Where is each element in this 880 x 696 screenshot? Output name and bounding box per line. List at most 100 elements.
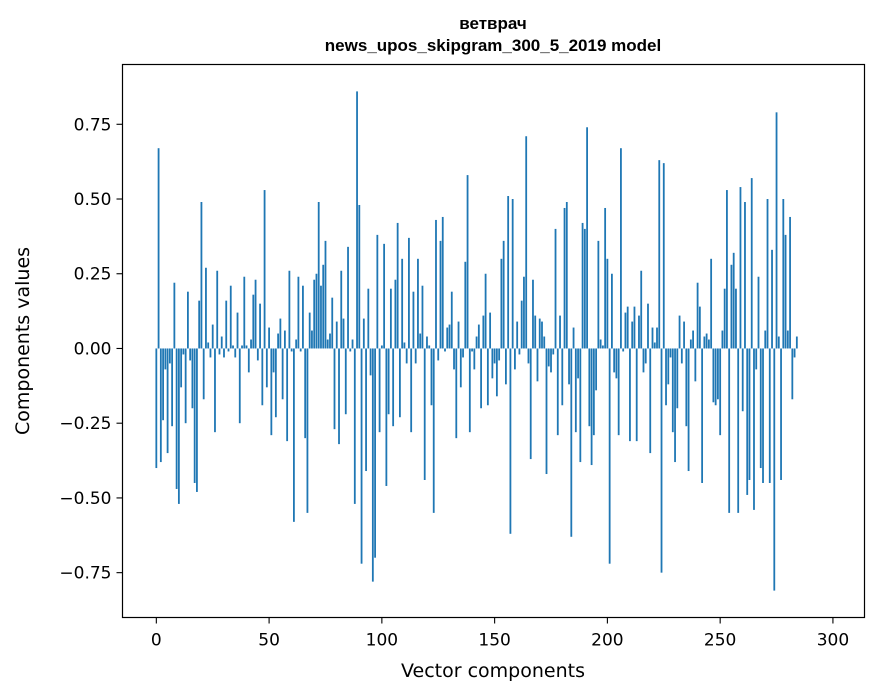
bar (220, 336, 223, 349)
bar (649, 348, 652, 454)
bar (209, 348, 212, 358)
bar (466, 175, 469, 349)
bar (268, 327, 270, 349)
bar (286, 348, 289, 442)
bar (795, 336, 798, 349)
bar (315, 273, 318, 349)
bar (766, 199, 769, 349)
bar (182, 348, 185, 355)
bar (696, 282, 699, 349)
bar (694, 348, 697, 382)
bar (730, 264, 733, 349)
bar (588, 348, 591, 427)
bar (705, 333, 708, 349)
bar (223, 348, 225, 358)
bar (324, 240, 327, 349)
x-axis-label: Vector components (401, 660, 585, 682)
bar (277, 333, 280, 349)
bar (726, 190, 728, 349)
bar (581, 222, 584, 349)
bar (214, 348, 216, 433)
bar (674, 348, 676, 463)
bar (703, 336, 706, 349)
bar (732, 252, 735, 349)
bar (302, 285, 304, 349)
bar (227, 348, 230, 352)
bar (583, 228, 586, 349)
bar (459, 348, 462, 388)
bar (651, 327, 654, 349)
bar (279, 318, 282, 349)
bar (360, 348, 363, 564)
y-tick-label: 0.00 (74, 339, 112, 359)
bar (297, 276, 300, 349)
bar (662, 163, 665, 349)
bar (617, 348, 620, 436)
bar (171, 348, 174, 427)
bar (565, 202, 568, 349)
bar (638, 315, 640, 349)
x-tick-label: 0 (151, 631, 162, 651)
bar (193, 348, 196, 483)
y-axis-label: Components values (12, 247, 34, 435)
bar (759, 348, 762, 469)
bar (444, 348, 446, 352)
bar (202, 348, 205, 400)
bar (421, 285, 424, 349)
bar (408, 237, 410, 349)
bar (356, 91, 358, 349)
bar (238, 348, 241, 424)
bar (552, 348, 555, 355)
bar (534, 315, 537, 349)
bar (387, 348, 390, 415)
bar (371, 348, 374, 582)
bar (780, 348, 782, 480)
bar (254, 279, 257, 349)
bar (252, 294, 255, 349)
bar (511, 199, 514, 349)
bar (728, 348, 731, 513)
x-axis-ticks: 0 50 100 150 200 250 300 (151, 617, 849, 651)
bar (441, 216, 444, 349)
bar (157, 148, 160, 349)
bar (473, 348, 476, 370)
bar (180, 348, 183, 388)
bar (290, 348, 293, 352)
bar (281, 348, 284, 400)
bar (495, 348, 498, 397)
bar (349, 348, 352, 352)
bar (493, 348, 496, 364)
bar (710, 258, 713, 349)
bar (516, 321, 519, 349)
bar (389, 288, 392, 349)
bar (631, 321, 634, 349)
bar (320, 285, 322, 349)
bar (489, 312, 492, 349)
bar (428, 345, 431, 349)
bar (293, 348, 295, 522)
bar (376, 234, 379, 349)
bar (308, 312, 311, 349)
bar (570, 348, 573, 537)
bar (401, 258, 404, 349)
bar (771, 249, 773, 349)
bar (500, 258, 503, 349)
bar (520, 300, 523, 349)
x-tick-label: 150 (478, 631, 510, 651)
bar (789, 216, 791, 349)
bar (236, 312, 239, 349)
bar (362, 318, 365, 349)
bar (620, 148, 622, 349)
bar (378, 348, 381, 433)
bar (247, 348, 250, 373)
bar (773, 348, 776, 591)
bar (475, 336, 478, 349)
bar (410, 348, 413, 433)
bar (685, 348, 688, 427)
bar (191, 348, 194, 409)
bar (514, 348, 516, 370)
bar (457, 321, 460, 349)
bar (782, 199, 785, 349)
bar (162, 348, 164, 421)
bar (683, 321, 685, 349)
